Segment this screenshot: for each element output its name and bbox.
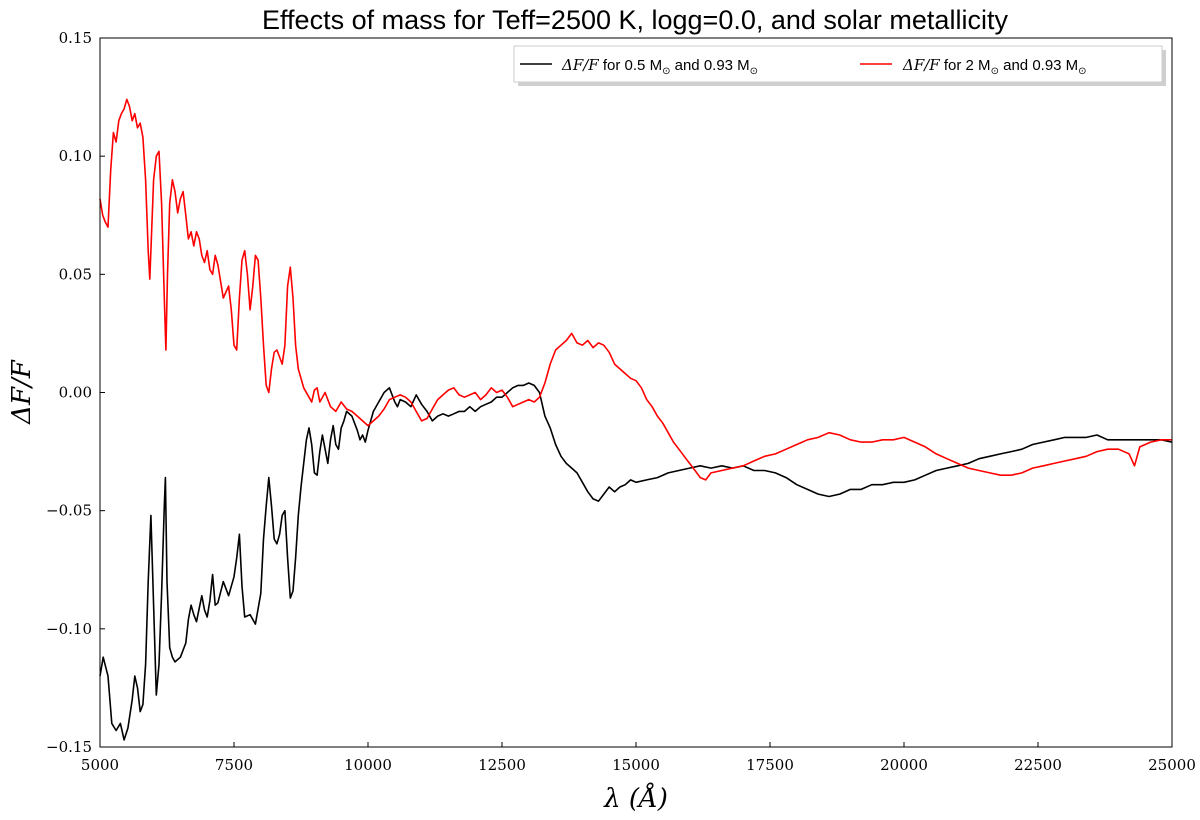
x-tick-label: 12500 <box>478 756 526 774</box>
x-tick-label: 25000 <box>1148 756 1196 774</box>
y-tick-label: −0.05 <box>46 502 92 520</box>
y-tick-label: 0.10 <box>59 147 92 165</box>
y-tick-label: −0.15 <box>46 738 92 756</box>
y-tick-label: 0.00 <box>59 384 92 402</box>
y-tick-label: 0.15 <box>59 29 92 47</box>
x-tick-label: 7500 <box>215 756 253 774</box>
legend-box <box>513 45 1163 83</box>
x-tick-label: 20000 <box>880 756 928 774</box>
y-axis: −0.15 −0.10 −0.05 0.00 0.05 0.10 0.15 <box>46 29 105 756</box>
x-tick-label: 17500 <box>746 756 794 774</box>
series-line-red <box>99 98 1172 481</box>
x-axis: 5000 7500 10000 12500 15000 17500 20000 22500 25… <box>81 742 1196 774</box>
x-axis-label: λ (Å) <box>603 782 668 814</box>
x-tick-label: 15000 <box>612 756 660 774</box>
y-axis-label: ΔF/F <box>7 359 37 425</box>
chart-title: Effects of mass for Teff=2500 K, logg=0.… <box>262 5 1008 35</box>
x-tick-label: 22500 <box>1014 756 1062 774</box>
legend-entry-red: ΔF/F for 2 M⊙ and 0.93 M⊙ <box>902 56 1087 77</box>
legend-entry-black: ΔF/F for 0.5 M⊙ and 0.93 M⊙ <box>561 56 758 77</box>
series-line-black <box>99 382 1173 741</box>
y-tick-label: −0.10 <box>46 620 92 638</box>
series-layer <box>99 98 1173 741</box>
x-tick-label: 10000 <box>344 756 392 774</box>
x-tick-label: 5000 <box>81 756 119 774</box>
y-tick-label: 0.05 <box>59 265 92 283</box>
legend: ΔF/F for 0.5 M⊙ and 0.93 M⊙ ΔF/F for 2 M… <box>513 45 1166 86</box>
